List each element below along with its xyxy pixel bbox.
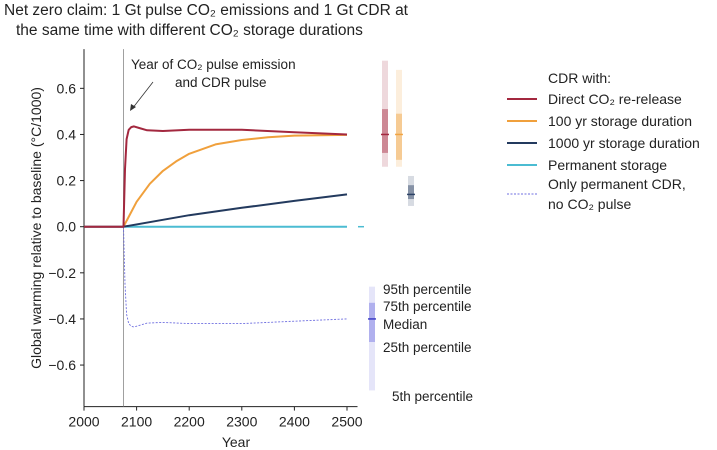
annotation-arrowhead (130, 104, 136, 111)
annotation-arrow (131, 81, 154, 110)
percentile-label-p95: 95th percentile (383, 282, 472, 297)
percentile-bar-5-95 (369, 286, 375, 391)
legend-label: 100 yr storage duration (548, 113, 692, 129)
x-tick-label: 2500 (331, 414, 362, 430)
percentile-label-p25: 25th percentile (383, 340, 472, 355)
legend-label: Only permanent CDR, (548, 176, 686, 192)
chart-title-line-1: Net zero claim: 1 Gt pulse CO₂ emissions… (4, 2, 409, 19)
percentile-bar-5-95 (382, 60, 388, 167)
series-line (123, 226, 348, 328)
percentile-bars: 95th percentile 75th percentile Median 25th… (358, 60, 473, 404)
axes: 2000 2100 2200 2300 2400 2500 −0.6 −0.4 −0.2 0.0 0… (48, 49, 363, 430)
legend-label: no CO₂ pulse (548, 196, 631, 212)
legend-label: Direct CO₂ re-release (548, 91, 682, 107)
chart-title-line-2: the same time with different CO₂ storage… (16, 22, 363, 39)
legend-label: 1000 yr storage duration (548, 135, 700, 151)
x-axis-label: Year (222, 434, 251, 450)
x-tick-label: 2100 (121, 414, 152, 430)
y-tick-label: 0.6 (57, 80, 77, 96)
legend-title: CDR with: (548, 70, 611, 86)
percentile-bar-25-75 (396, 113, 402, 160)
percentile-bar-5-95 (396, 69, 402, 167)
percentile-bar-25-75 (408, 185, 414, 200)
x-tick-label: 2300 (226, 414, 257, 430)
y-tick-label: 0.4 (57, 126, 77, 142)
percentile-label-p75: 75th percentile (383, 299, 472, 314)
y-tick-label: 0.2 (57, 173, 77, 189)
y-tick-label: −0.4 (48, 311, 76, 327)
series-line (84, 125, 348, 228)
percentile-bar-25-75 (382, 109, 388, 153)
series-line (122, 133, 348, 228)
annotation-line-2: and CDR pulse (175, 75, 267, 90)
x-tick-label: 2200 (174, 414, 205, 430)
percentile-bar-25-75 (369, 302, 375, 342)
series-lines (84, 125, 348, 328)
x-tick-label: 2000 (68, 414, 99, 430)
percentile-bar-5-95 (408, 175, 414, 206)
legend: CDR with: Direct CO₂ re-release 100 yr sto… (507, 70, 700, 212)
legend-label: Permanent storage (548, 157, 667, 173)
y-tick-label: 0.0 (57, 219, 77, 235)
percentile-label-median: Median (383, 317, 427, 332)
annotation-line-1: Year of CO₂ pulse emission (131, 57, 296, 72)
y-tick-label: −0.2 (48, 265, 76, 281)
percentile-label-p5: 5th percentile (392, 389, 473, 404)
x-tick-label: 2400 (279, 414, 310, 430)
y-tick-label: −0.6 (48, 357, 76, 373)
y-axis-label: Global warming relative to baseline (°C/… (28, 87, 44, 369)
